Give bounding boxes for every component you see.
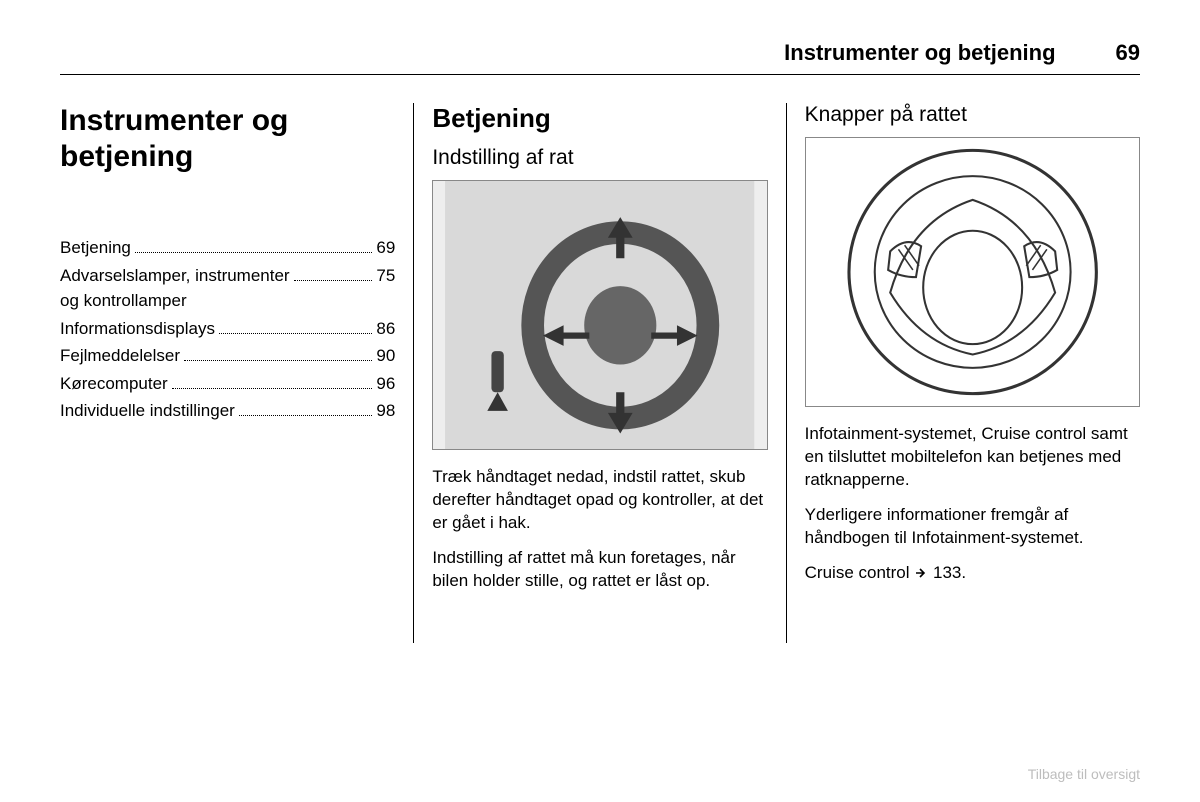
subsection-heading: Knapper på rattet (805, 103, 1140, 127)
subsection-heading: Indstilling af rat (432, 146, 767, 170)
toc-label: Individuelle indstillinger (60, 398, 235, 424)
toc-leader (239, 415, 373, 416)
back-to-overview-link[interactable]: Tilbage til oversigt (1028, 766, 1140, 782)
steering-wheel-adjust-icon (433, 181, 766, 449)
cross-ref-page: 133. (933, 563, 966, 582)
toc-item[interactable]: Individuelle indstillinger 98 (60, 398, 395, 424)
toc-page: 69 (376, 235, 395, 261)
section-heading: Betjening (432, 103, 767, 134)
page-ref-arrow-icon (914, 566, 928, 580)
header-title: Instrumenter og betjening (784, 40, 1055, 66)
column-2: Betjening Indstilling af rat Træk håndta… (414, 103, 785, 723)
toc-page: 96 (376, 371, 395, 397)
main-heading: Instrumenter og betjening (60, 103, 395, 175)
toc-label: Fejlmeddelelser (60, 343, 180, 369)
toc-leader (219, 333, 372, 334)
toc-label: Advarselslamper, instrumenter og kontrol… (60, 263, 290, 314)
page-header: Instrumenter og betjening 69 (60, 40, 1140, 75)
toc-item[interactable]: Fejlmeddelelser 90 (60, 343, 395, 369)
body-paragraph: Indstilling af rattet må kun foretages, … (432, 547, 767, 593)
column-1: Instrumenter og betjening Betjening 69 A… (60, 103, 413, 723)
toc-label: Kørecomputer (60, 371, 168, 397)
column-3: Knapper på rattet Infotainment-systemet, (787, 103, 1140, 723)
page-container: Instrumenter og betjening 69 Instrumente… (0, 0, 1200, 802)
cross-ref-text: Cruise control (805, 563, 915, 582)
toc-label: Betjening (60, 235, 131, 261)
toc-item[interactable]: Advarselslamper, instrumenter og kontrol… (60, 263, 395, 314)
figure-steering-buttons (805, 137, 1140, 407)
toc-page: 86 (376, 316, 395, 342)
toc-page: 75 (376, 263, 395, 289)
toc-page: 90 (376, 343, 395, 369)
toc-leader (172, 388, 373, 389)
toc-list: Betjening 69 Advarselslamper, instrument… (60, 235, 395, 424)
steering-wheel-buttons-icon (806, 138, 1139, 406)
body-paragraph: Yderligere informationer fremgår af hånd… (805, 504, 1140, 550)
body-paragraph: Infotainment-systemet, Cruise con­trol s… (805, 423, 1140, 492)
toc-item[interactable]: Informationsdisplays 86 (60, 316, 395, 342)
content-columns: Instrumenter og betjening Betjening 69 A… (60, 103, 1140, 723)
figure-steering-adjust (432, 180, 767, 450)
toc-leader (135, 252, 373, 253)
toc-leader (294, 280, 373, 281)
toc-item[interactable]: Kørecomputer 96 (60, 371, 395, 397)
toc-item[interactable]: Betjening 69 (60, 235, 395, 261)
toc-leader (184, 360, 372, 361)
toc-page: 98 (376, 398, 395, 424)
page-number: 69 (1116, 40, 1140, 66)
body-paragraph: Cruise control 133. (805, 562, 1140, 585)
body-paragraph: Træk håndtaget nedad, indstil rattet, sk… (432, 466, 767, 535)
toc-label: Informationsdisplays (60, 316, 215, 342)
